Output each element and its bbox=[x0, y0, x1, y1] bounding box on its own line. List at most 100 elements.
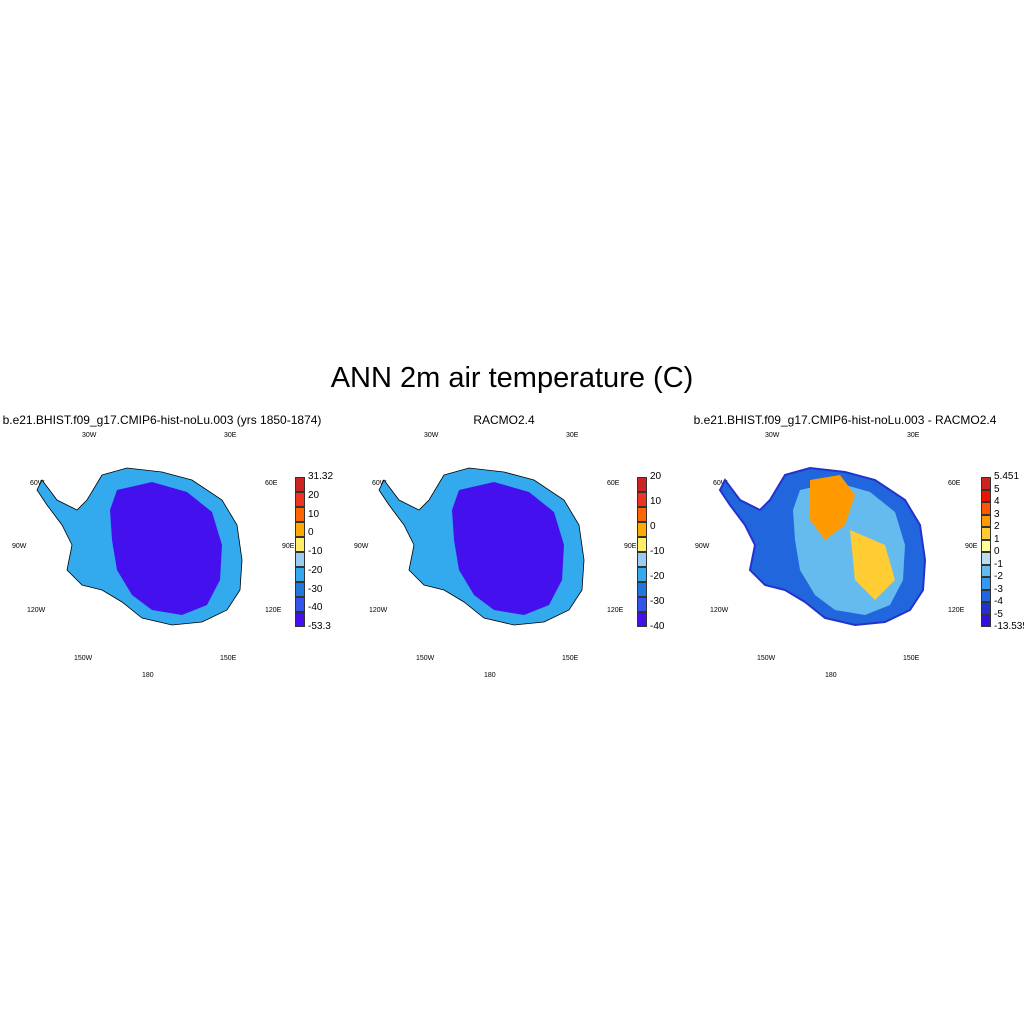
colorbar-tick-label: 20 bbox=[650, 471, 662, 482]
colorbar-tick-label: -10 bbox=[308, 546, 323, 557]
colorbar-cell bbox=[981, 602, 991, 615]
colorbar-tick-label: -53.3 bbox=[308, 621, 331, 632]
interior-region bbox=[452, 482, 564, 615]
colorbar-tick-label: 2 bbox=[994, 521, 1000, 532]
colorbar-tick-label: 4 bbox=[994, 496, 1000, 507]
longitude-label: 120W bbox=[369, 607, 388, 614]
longitude-label: 30E bbox=[907, 432, 920, 439]
colorbar-cell bbox=[981, 502, 991, 515]
colorbar-cell bbox=[981, 477, 991, 490]
panel-title: b.e21.BHIST.f09_g17.CMIP6-hist-noLu.003 … bbox=[2, 413, 322, 427]
colorbar-cell bbox=[637, 477, 647, 492]
longitude-label: 90E bbox=[624, 543, 637, 550]
longitude-label: 180 bbox=[825, 672, 837, 679]
panel-title: RACMO2.4 bbox=[473, 413, 535, 427]
longitude-label: 150W bbox=[416, 655, 435, 662]
colorbar-cell bbox=[637, 567, 647, 582]
colorbar-tick-label: 5.451 bbox=[994, 471, 1020, 482]
colorbar-cell bbox=[637, 612, 647, 627]
longitude-label: 90W bbox=[354, 543, 369, 550]
longitude-label: 30E bbox=[566, 432, 579, 439]
warm-anomaly-region bbox=[810, 475, 855, 540]
colorbar-cell bbox=[981, 589, 991, 602]
colorbar-cell bbox=[637, 537, 647, 552]
colorbar-tick-label: 10 bbox=[308, 508, 320, 520]
panel-model: b.e21.BHIST.f09_g17.CMIP6-hist-noLu.003 … bbox=[0, 405, 334, 685]
colorbar-tick-label: -5 bbox=[994, 608, 1003, 620]
colorbar-tick-label: 31.32 bbox=[308, 471, 334, 482]
colorbar-cell bbox=[637, 597, 647, 612]
longitude-label: 180 bbox=[142, 672, 154, 679]
colorbar bbox=[295, 477, 305, 627]
colorbar-cell bbox=[295, 522, 305, 537]
colorbar bbox=[637, 477, 647, 627]
colorbar-cell bbox=[981, 564, 991, 577]
panel-title: b.e21.BHIST.f09_g17.CMIP6-hist-noLu.003 … bbox=[693, 413, 997, 427]
colorbar-cell bbox=[295, 567, 305, 582]
colorbar-tick-label: -20 bbox=[650, 571, 665, 582]
colorbar-tick-label: -13.535 bbox=[994, 621, 1024, 632]
longitude-label: 150W bbox=[74, 655, 93, 662]
longitude-label: 180 bbox=[484, 672, 496, 679]
colorbar-cell bbox=[981, 539, 991, 552]
figure-title: ANN 2m air temperature (C) bbox=[330, 362, 694, 394]
colorbar-tick-label: -10 bbox=[650, 546, 665, 557]
antarctica-map bbox=[36, 467, 243, 626]
panel-racmo: RACMO2.4 30W 30E 60W 60E 90W 90E 120W 120E 150W 1… bbox=[334, 405, 674, 685]
longitude-label: 30W bbox=[765, 432, 780, 439]
colorbar-cell bbox=[637, 507, 647, 522]
colorbar-tick-label: -4 bbox=[994, 596, 1003, 607]
colorbar-cell bbox=[637, 582, 647, 597]
longitude-label: 60W bbox=[372, 480, 387, 487]
colorbar-cell bbox=[637, 552, 647, 567]
colorbar-cell bbox=[981, 552, 991, 565]
colorbar-tick-label: 0 bbox=[308, 527, 314, 539]
colorbar-cell bbox=[295, 582, 305, 597]
colorbar-tick-label: 10 bbox=[650, 496, 662, 507]
interior-region bbox=[110, 482, 222, 615]
colorbar-tick-label: 5 bbox=[994, 483, 1000, 495]
colorbar-cell bbox=[981, 577, 991, 590]
colorbar-tick-label: -1 bbox=[994, 558, 1003, 570]
colorbar-tick-label: -30 bbox=[650, 596, 665, 607]
colorbar-cell bbox=[637, 522, 647, 537]
colorbar-cell bbox=[295, 552, 305, 567]
longitude-label: 150E bbox=[903, 655, 920, 662]
longitude-label: 150E bbox=[562, 655, 579, 662]
colorbar-tick-label: -20 bbox=[308, 564, 323, 576]
colorbar-tick-label: 0 bbox=[994, 546, 1000, 557]
longitude-label: 120E bbox=[948, 607, 965, 614]
longitude-label: 120W bbox=[710, 607, 729, 614]
colorbar-tick-label: -40 bbox=[650, 621, 665, 632]
colorbar-cell bbox=[295, 537, 305, 552]
colorbar-tick-label: -3 bbox=[994, 583, 1003, 595]
colorbar-cell bbox=[981, 514, 991, 527]
colorbar-cell bbox=[981, 527, 991, 540]
colorbar-cell bbox=[295, 477, 305, 492]
longitude-label: 90E bbox=[965, 543, 978, 550]
colorbar-cell bbox=[981, 489, 991, 502]
colorbar-cell bbox=[981, 614, 991, 627]
colorbar-tick-label: 20 bbox=[308, 489, 320, 501]
longitude-label: 120E bbox=[607, 607, 624, 614]
longitude-label: 60E bbox=[265, 480, 278, 487]
antarctica-map bbox=[718, 466, 927, 627]
colorbar-cell bbox=[295, 597, 305, 612]
colorbar-tick-label: -40 bbox=[308, 602, 323, 614]
colorbar-tick-label: 3 bbox=[994, 508, 1000, 520]
longitude-label: 150E bbox=[220, 655, 237, 662]
colorbar-tick-label: 0 bbox=[650, 521, 656, 532]
longitude-label: 60W bbox=[713, 480, 728, 487]
longitude-label: 90W bbox=[695, 543, 710, 550]
panel-difference: b.e21.BHIST.f09_g17.CMIP6-hist-noLu.003 … bbox=[675, 405, 1024, 685]
colorbar-tick-label: 1 bbox=[994, 533, 1000, 545]
colorbar-cell bbox=[637, 492, 647, 507]
longitude-label: 90W bbox=[12, 543, 27, 550]
colorbar-cell bbox=[295, 492, 305, 507]
colorbar-tick-label: -2 bbox=[994, 571, 1003, 582]
longitude-label: 150W bbox=[757, 655, 776, 662]
longitude-label: 90E bbox=[282, 543, 295, 550]
antarctica-map bbox=[378, 467, 585, 626]
colorbar-tick-label: -30 bbox=[308, 583, 323, 595]
longitude-label: 120E bbox=[265, 607, 282, 614]
